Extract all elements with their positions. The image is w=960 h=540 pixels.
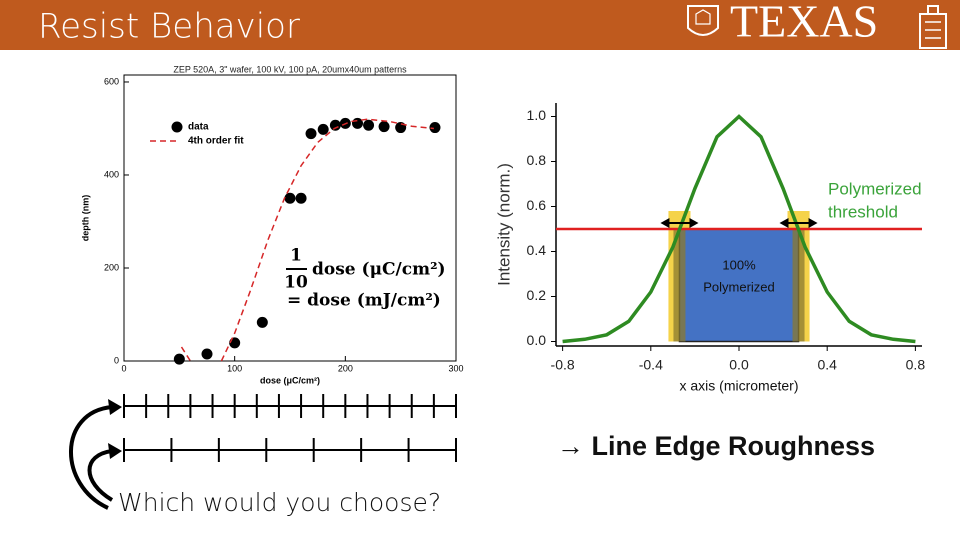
- y-tick-label: 0.2: [527, 287, 547, 303]
- legend-marker: [171, 121, 183, 133]
- slide-title: Resist Behavior: [38, 7, 300, 47]
- fit-line: [180, 118, 434, 362]
- region-label: 100%: [722, 257, 756, 272]
- y-tick-label: 400: [104, 169, 119, 179]
- arrow-head: [108, 443, 122, 459]
- intensity-curve: [562, 114, 916, 344]
- data-point: [284, 192, 296, 204]
- x-tick-label: 200: [338, 363, 353, 373]
- logo-emblem: [687, 5, 947, 49]
- width-arrow-head: [808, 218, 818, 228]
- x-tick-label: 300: [448, 363, 463, 373]
- y-tick-label: 0.4: [527, 242, 547, 258]
- arrow-head: [108, 399, 122, 415]
- y-tick-label: 1.0: [527, 107, 547, 123]
- y-tick-label: 0.8: [527, 152, 547, 168]
- x-tick-label: 0.0: [729, 357, 749, 373]
- threshold-label: Polymerized: [828, 179, 922, 198]
- annotation-lhs: dose (μC/cm²): [312, 260, 446, 280]
- cycle-arrows: [69, 405, 114, 510]
- data-point: [305, 128, 317, 140]
- width-arrow-head: [660, 218, 670, 228]
- plot-frame: [123, 74, 457, 362]
- data-point: [173, 353, 185, 365]
- x-tick-label: -0.8: [551, 357, 575, 373]
- data-point: [378, 121, 390, 133]
- data-point: [201, 348, 213, 360]
- width-arrow-head: [689, 218, 699, 228]
- threshold-label: threshold: [828, 202, 898, 221]
- annotation-numerator: 1: [290, 246, 302, 266]
- x-tick-label: -0.4: [639, 357, 663, 373]
- x-axis-label: x axis (micrometer): [679, 378, 798, 394]
- legend-label: data: [188, 122, 209, 133]
- y-tick-label: 0.0: [527, 332, 547, 348]
- x-tick-label: 0.4: [817, 357, 837, 373]
- data-point: [295, 192, 307, 204]
- annotation-rhs: = dose (mJ/cm²): [287, 291, 441, 311]
- y-tick-label: 600: [104, 76, 119, 86]
- y-axis-label: depth (nm): [80, 195, 90, 242]
- edge-stripe: [792, 229, 805, 342]
- x-tick-label: 0.8: [906, 357, 926, 373]
- y-tick-label: 200: [104, 262, 119, 272]
- question: Which would you choose?: [118, 488, 441, 517]
- logo-text: TEXAS: [730, 0, 878, 47]
- polymerized-region: [678, 228, 800, 343]
- conclusion: → Line Edge Roughness: [557, 431, 875, 461]
- edge-stripe: [673, 229, 686, 342]
- data-point: [329, 119, 341, 131]
- legend-label: 4th order fit: [188, 136, 244, 147]
- data-point: [363, 119, 375, 131]
- data-point: [429, 122, 441, 134]
- data-point: [256, 316, 268, 328]
- y-axis-label: Intensity (norm.): [494, 163, 513, 286]
- width-arrow-head: [779, 218, 789, 228]
- y-tick-label: 0.6: [527, 197, 547, 213]
- chart-title: ZEP 520A, 3" wafer, 100 kV, 100 pA, 20um…: [173, 64, 407, 74]
- x-tick-label: 100: [227, 363, 242, 373]
- x-tick-label: 0: [121, 363, 126, 373]
- data-point: [317, 123, 329, 135]
- annotation-denominator: 10: [284, 273, 308, 293]
- x-axis-label: dose (μC/cm²): [260, 375, 320, 385]
- y-tick-label: 0: [114, 355, 119, 365]
- region-label: Polymerized: [703, 279, 775, 294]
- header-bar: [0, 0, 960, 50]
